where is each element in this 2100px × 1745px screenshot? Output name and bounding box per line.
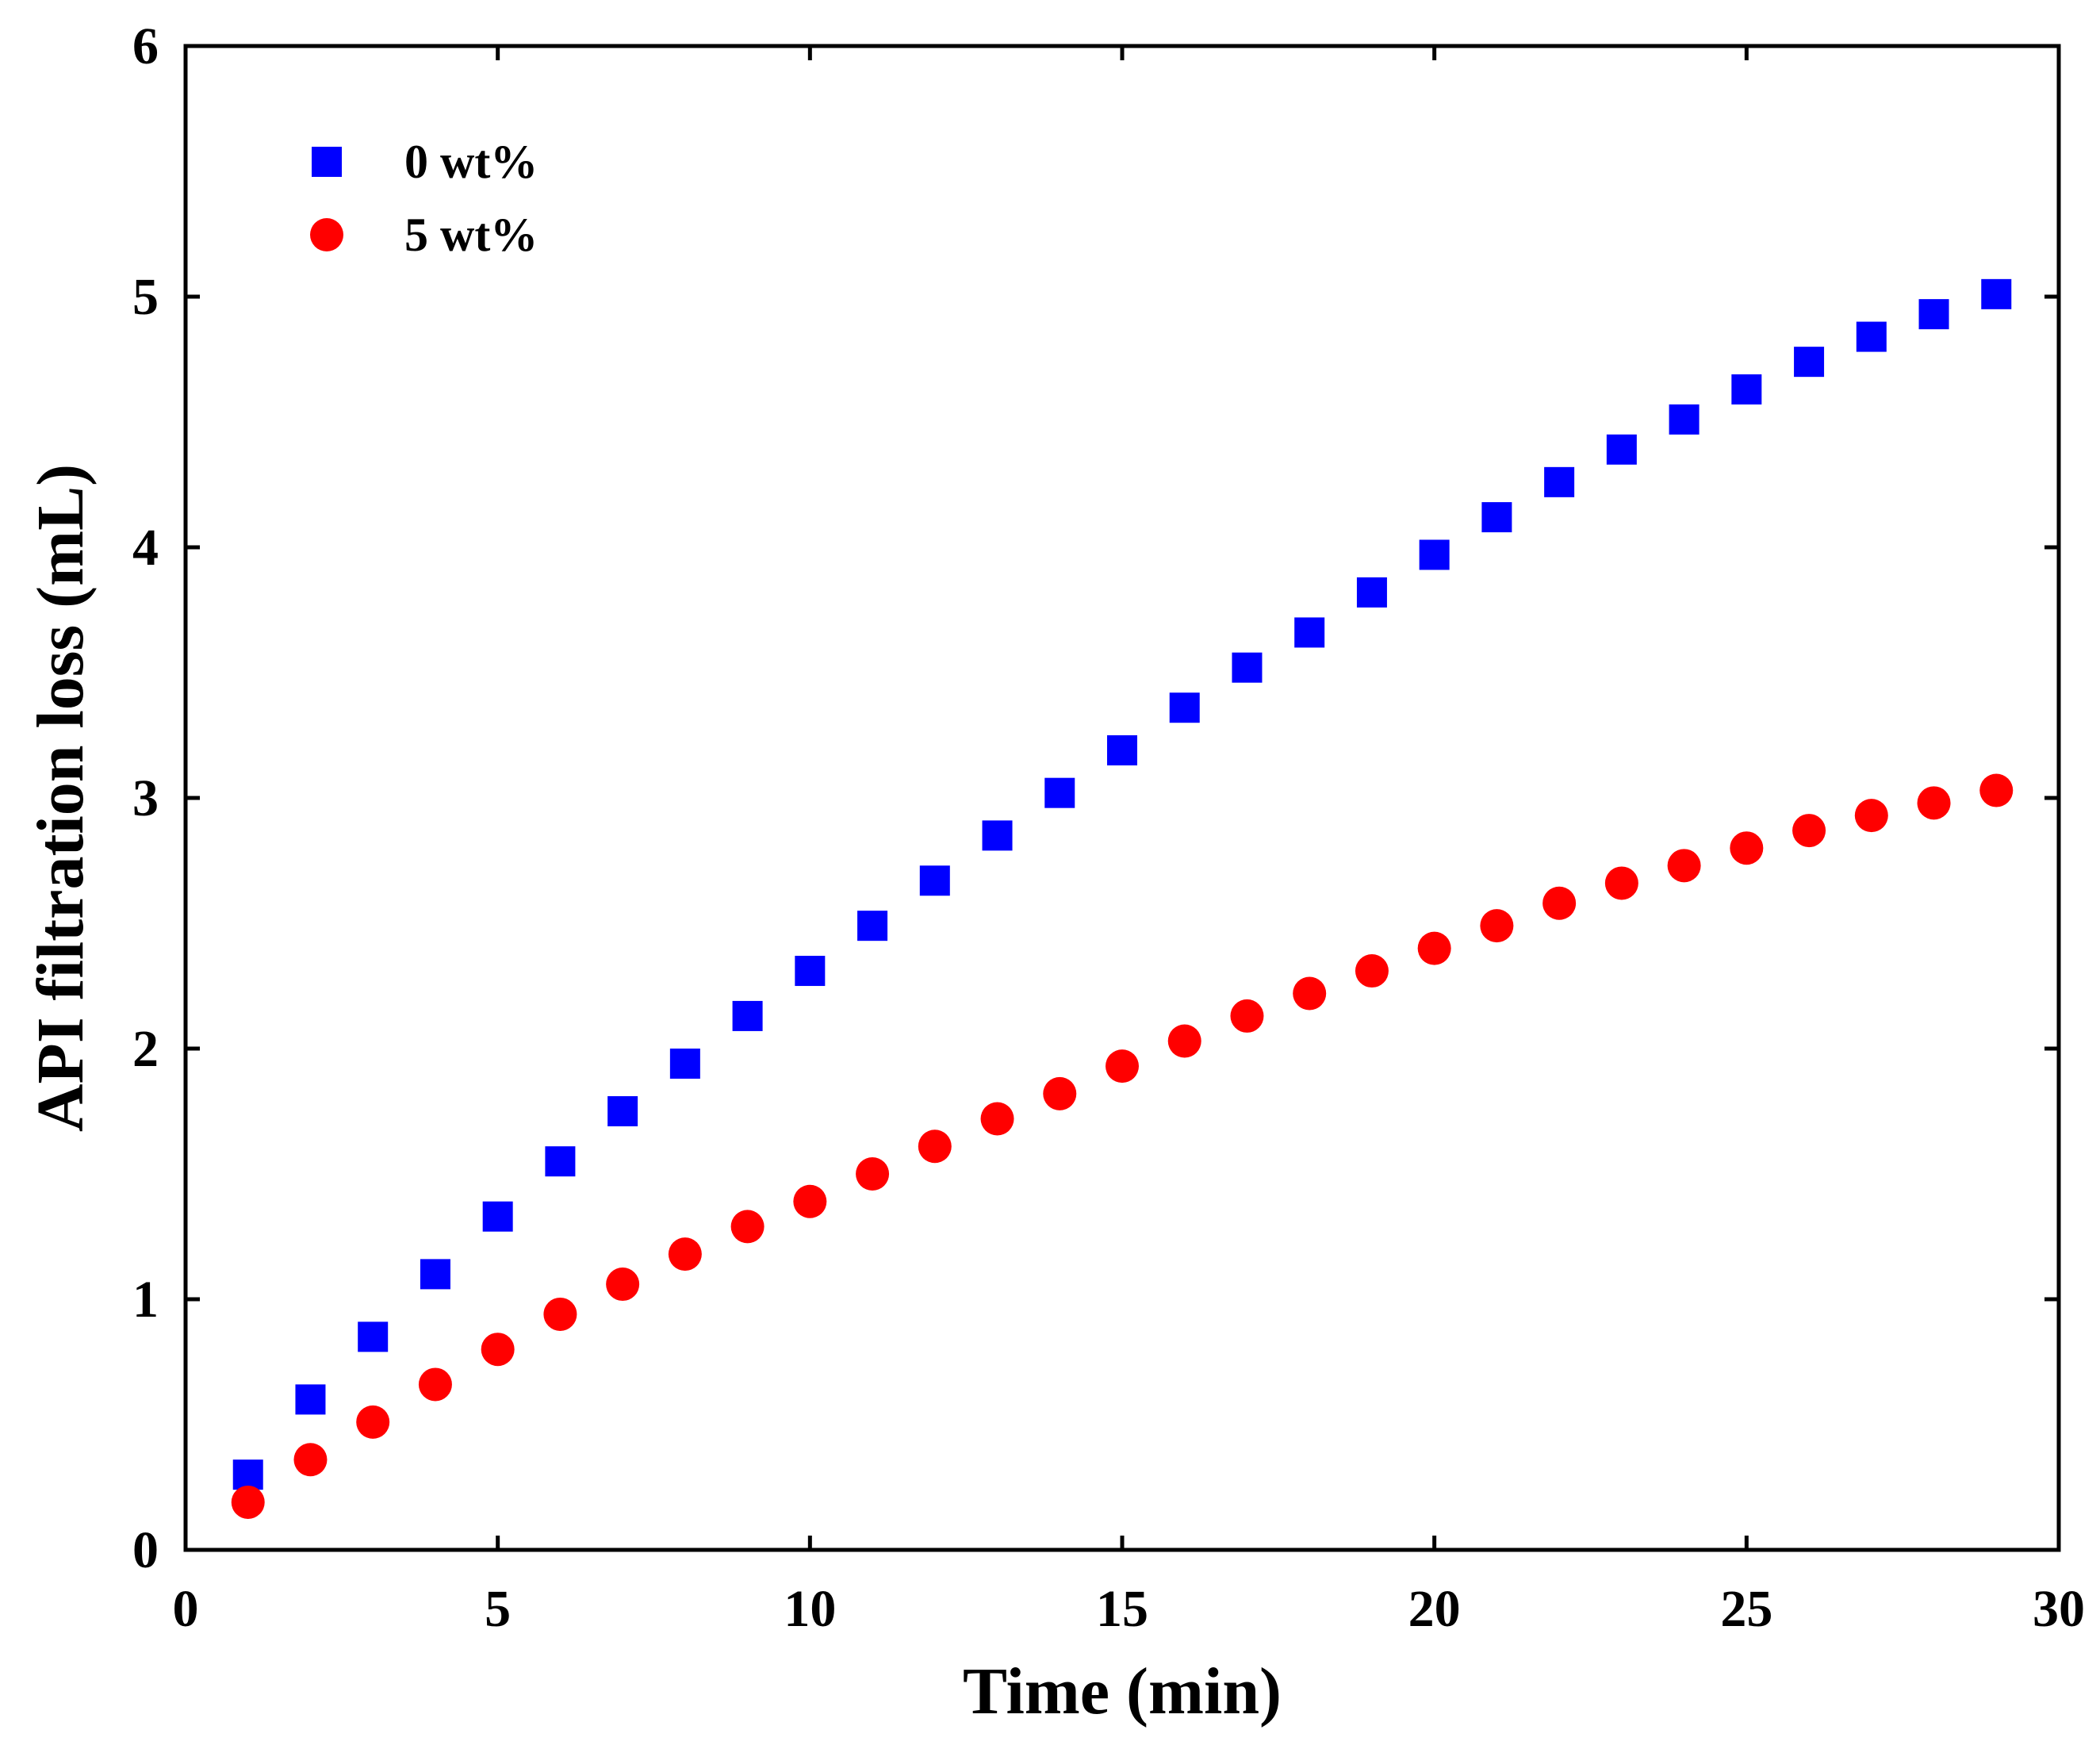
data-point-circle [1730, 831, 1764, 865]
data-point-square [1107, 734, 1137, 765]
data-point-square [1419, 539, 1450, 570]
data-point-square [795, 956, 826, 987]
y-tick-label: 3 [132, 769, 159, 827]
data-point-circle [1667, 849, 1701, 883]
data-point-square [1356, 577, 1387, 608]
y-tick-label: 0 [132, 1521, 159, 1579]
data-point-square [669, 1048, 700, 1079]
legend-label: 5 wt% [404, 209, 538, 261]
x-tick-label: 25 [1720, 1580, 1772, 1638]
legend-marker-circle [310, 218, 343, 251]
data-point-square [732, 1000, 763, 1031]
legend: 0 wt% 5 wt% [310, 136, 538, 261]
series-2 [231, 773, 2014, 1519]
data-point-square [919, 865, 950, 896]
series-1 [232, 278, 2012, 1490]
data-point-circle [793, 1184, 827, 1218]
data-point-square [1856, 321, 1887, 352]
y-tick-label: 1 [132, 1271, 159, 1329]
data-point-circle [543, 1297, 577, 1331]
data-point-square [1294, 617, 1325, 648]
data-point-square [1606, 434, 1637, 465]
data-point-square [1481, 502, 1512, 533]
data-point-circle [1604, 866, 1638, 900]
x-tick-label: 20 [1408, 1580, 1461, 1638]
data-point-circle [1792, 814, 1826, 848]
x-tick-label: 15 [1096, 1580, 1148, 1638]
y-tick-label: 6 [132, 17, 159, 75]
data-point-circle [1355, 954, 1389, 988]
data-point-square [482, 1201, 513, 1232]
data-point-square [295, 1384, 326, 1415]
data-point-circle [1293, 976, 1327, 1011]
data-point-circle [1542, 886, 1577, 920]
data-point-circle [293, 1443, 328, 1477]
legend-marker-square [312, 147, 342, 177]
x-tick-label: 5 [485, 1580, 511, 1638]
y-tick-label: 2 [132, 1020, 159, 1078]
data-point-circle [1230, 999, 1264, 1033]
y-tick-label: 5 [132, 268, 159, 326]
data-point-circle [1106, 1049, 1139, 1083]
data-point-circle [1417, 931, 1451, 965]
data-point-circle [856, 1157, 890, 1191]
data-point-circle [1167, 1024, 1201, 1058]
data-point-square [607, 1096, 638, 1126]
data-point-circle [481, 1333, 515, 1367]
data-point-square [1669, 404, 1700, 435]
data-point-square [857, 911, 888, 942]
data-point-square [1981, 278, 2012, 309]
x-axis-title: Time (min) [963, 1655, 1282, 1728]
data-point-square [1731, 374, 1762, 405]
data-point-circle [231, 1485, 265, 1519]
data-point-square [358, 1321, 389, 1352]
data-point-circle [606, 1268, 640, 1302]
data-point-circle [356, 1405, 390, 1439]
plot-frame [183, 44, 2061, 1552]
data-point-square [420, 1259, 450, 1290]
data-point-circle [1480, 909, 1514, 943]
data-point-square [1232, 652, 1263, 683]
y-axis-title: API filtration loss (mL) [24, 464, 98, 1132]
x-tick-label: 30 [2033, 1580, 2085, 1638]
data-point-circle [668, 1237, 702, 1271]
legend-label: 0 wt% [404, 136, 538, 188]
data-point-circle [1854, 799, 1888, 833]
y-tick-label: 4 [132, 519, 159, 577]
data-point-circle [980, 1102, 1014, 1136]
data-point-square [232, 1459, 263, 1490]
data-point-square [1544, 466, 1575, 497]
data-point-square [1794, 347, 1825, 378]
data-point-square [982, 820, 1013, 851]
data-point-circle [918, 1129, 952, 1164]
data-point-square [545, 1146, 576, 1177]
data-point-square [1169, 692, 1200, 723]
x-tick-label: 10 [784, 1580, 836, 1638]
data-point-square [1044, 777, 1075, 808]
data-point-circle [1917, 786, 1951, 820]
data-point-circle [730, 1210, 765, 1244]
data-point-circle [1979, 773, 2014, 807]
x-tick-label: 0 [173, 1580, 199, 1638]
data-point-circle [418, 1367, 452, 1402]
data-point-circle [1043, 1076, 1077, 1110]
data-point-square [1918, 299, 1949, 330]
